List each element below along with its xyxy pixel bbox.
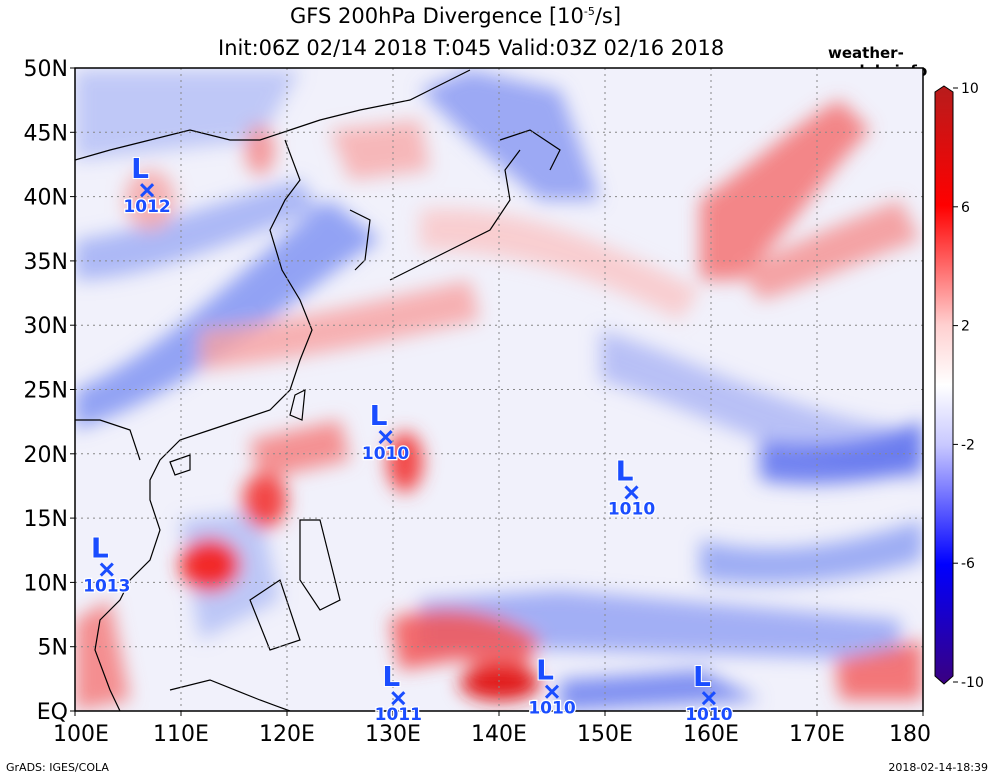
footer-timestamp: 2018-02-14-18:39	[888, 761, 988, 774]
low-symbol: L	[91, 532, 109, 565]
low-center-cross	[544, 684, 560, 699]
colorbar-label: -10	[961, 675, 984, 691]
low-marker: L 1010	[527, 653, 577, 720]
y-axis: EQ 5N 10N 15N 20N 25N 30N 35N 40N 45N 50N	[24, 57, 75, 725]
y-tick-label: 10N	[24, 571, 68, 596]
y-tick-label: 40N	[24, 186, 68, 211]
low-center-cross	[378, 430, 393, 445]
y-tick-label: 30N	[24, 314, 68, 339]
low-symbol: L	[693, 660, 711, 693]
y-tick-label: 50N	[24, 57, 68, 82]
low-center-cross	[99, 562, 114, 577]
low-center-cross	[391, 691, 406, 706]
y-tick-label: 45N	[24, 121, 68, 146]
low-center-cross	[140, 183, 155, 198]
low-pressure-value: 1013	[83, 577, 130, 597]
x-tick-label: 110E	[153, 722, 209, 747]
colorbar-label: 10	[961, 81, 979, 97]
y-tick-label: EQ	[37, 700, 68, 725]
colorbar-label: 2	[961, 319, 970, 335]
low-marker: L 1010	[684, 659, 734, 726]
low-marker: L 1012	[122, 151, 172, 218]
low-pressure-value: 1012	[123, 197, 170, 217]
x-tick-label: 120E	[259, 722, 315, 747]
x-tick-label: 130E	[365, 722, 421, 747]
low-center-cross	[701, 691, 716, 706]
x-tick-label: 150E	[577, 722, 633, 747]
low-pressure-value: 1010	[685, 705, 732, 725]
low-symbol: L	[370, 399, 388, 432]
low-symbol: L	[616, 454, 634, 487]
colorbar-label: -2	[961, 437, 975, 453]
low-symbol: L	[536, 654, 554, 687]
low-center-cross	[624, 485, 639, 500]
coastlines	[75, 69, 561, 711]
x-tick-label: 140E	[471, 722, 527, 747]
colorbar: 10 6 2 -2 -6 -10	[934, 81, 984, 691]
x-tick-label: 170E	[789, 722, 845, 747]
divergence-field	[75, 68, 923, 711]
map-title: GFS 200hPa Divergence [10-5/s]	[290, 4, 622, 28]
low-pressure-markers: L 1012 L 1010 L 1010 L 1013 L 1011 L 1010 L 1010	[82, 151, 734, 726]
low-symbol: L	[382, 660, 400, 693]
x-tick-label: 180	[889, 722, 931, 747]
graticule	[75, 68, 923, 711]
low-pressure-value: 1010	[528, 699, 575, 719]
y-tick-label: 25N	[24, 379, 68, 404]
x-tick-label: 100E	[53, 722, 109, 747]
x-tick-label: 160E	[683, 722, 739, 747]
low-pressure-value: 1010	[608, 499, 655, 519]
low-marker: L 1010	[361, 398, 411, 465]
low-pressure-value: 1011	[375, 705, 422, 725]
y-tick-label: 15N	[24, 507, 68, 532]
map-subtitle: Init:06Z 02/14 2018 T:045 Valid:03Z 02/1…	[218, 36, 725, 60]
colorbar-label: -6	[961, 556, 975, 572]
y-tick-label: 5N	[38, 636, 68, 661]
low-marker: L 1011	[373, 659, 423, 726]
low-symbol: L	[131, 152, 149, 185]
x-axis: 100E 110E 120E 130E 140E 150E 160E 170E 180	[53, 711, 931, 747]
colorbar-label: 6	[961, 200, 970, 216]
low-marker: L 1013	[82, 531, 132, 598]
footer-credit: GrADS: IGES/COLA	[6, 761, 109, 774]
y-tick-label: 20N	[24, 443, 68, 468]
y-tick-label: 35N	[24, 250, 68, 275]
low-marker: L 1010	[607, 453, 657, 520]
low-pressure-value: 1010	[362, 444, 409, 464]
